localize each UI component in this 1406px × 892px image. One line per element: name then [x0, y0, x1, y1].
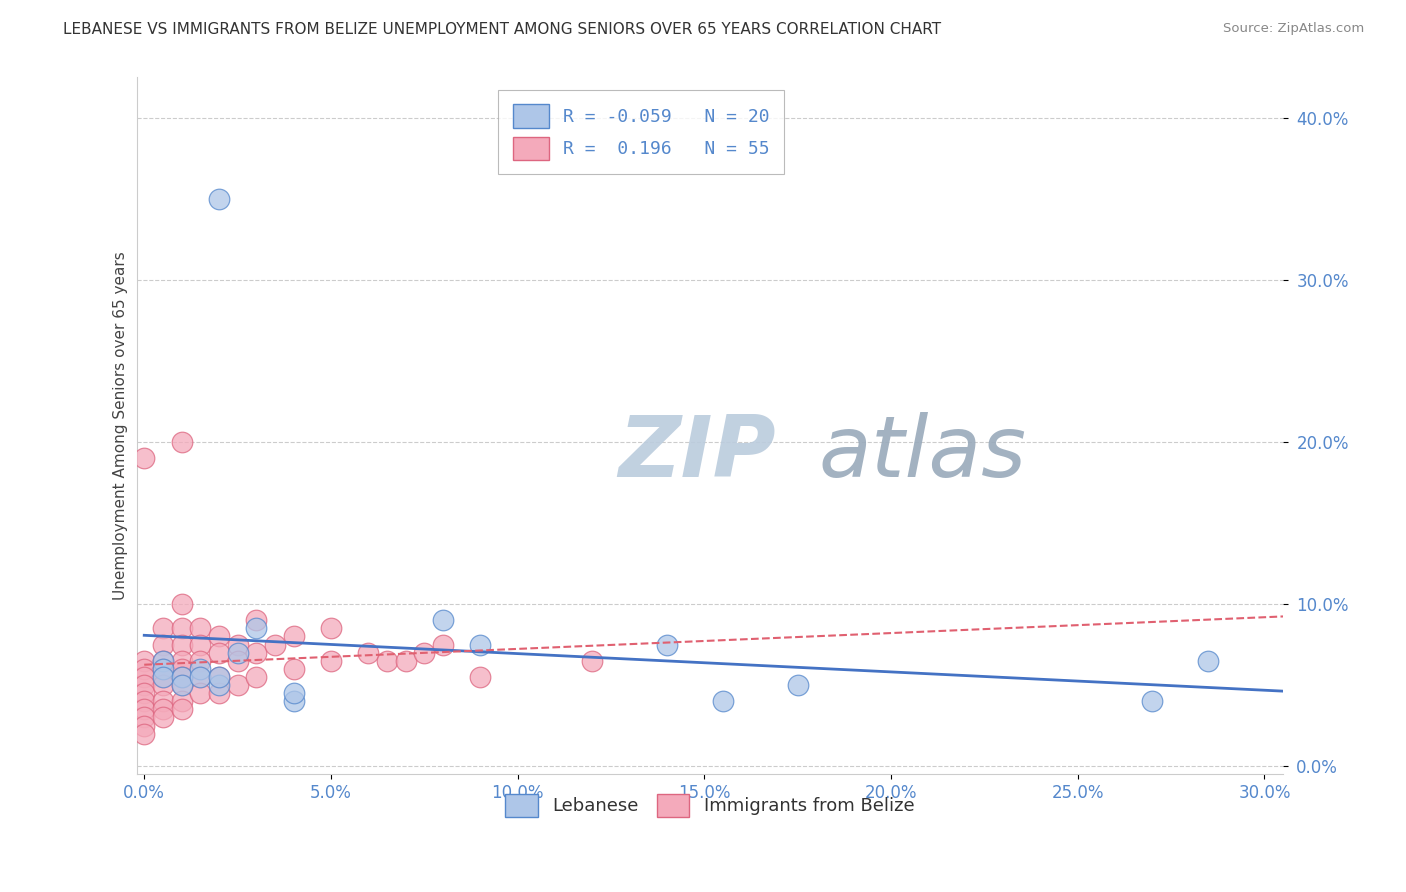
- Point: [208, 670, 231, 684]
- Point: [432, 638, 454, 652]
- Point: [245, 621, 267, 635]
- Point: [208, 646, 231, 660]
- Point: [283, 694, 305, 708]
- Point: [134, 702, 156, 716]
- Point: [470, 670, 492, 684]
- Point: [375, 654, 398, 668]
- Point: [152, 621, 174, 635]
- Point: [786, 678, 808, 692]
- Point: [170, 670, 193, 684]
- Point: [208, 678, 231, 692]
- Point: [245, 670, 267, 684]
- Point: [152, 670, 174, 684]
- Point: [1142, 694, 1164, 708]
- Point: [170, 678, 193, 692]
- Point: [152, 670, 174, 684]
- Point: [470, 638, 492, 652]
- Point: [226, 654, 249, 668]
- Point: [245, 613, 267, 627]
- Point: [208, 192, 231, 206]
- Point: [170, 638, 193, 652]
- Point: [152, 662, 174, 676]
- Point: [134, 710, 156, 724]
- Legend: Lebanese, Immigrants from Belize: Lebanese, Immigrants from Belize: [498, 787, 922, 824]
- Point: [152, 654, 174, 668]
- Point: [152, 678, 174, 692]
- Point: [134, 451, 156, 466]
- Text: Source: ZipAtlas.com: Source: ZipAtlas.com: [1223, 22, 1364, 36]
- Point: [134, 678, 156, 692]
- Point: [188, 638, 211, 652]
- Point: [152, 662, 174, 676]
- Point: [170, 694, 193, 708]
- Point: [283, 686, 305, 700]
- Point: [152, 702, 174, 716]
- Point: [264, 638, 287, 652]
- Point: [394, 654, 416, 668]
- Point: [170, 662, 193, 676]
- Text: ZIP: ZIP: [619, 412, 776, 495]
- Point: [152, 654, 174, 668]
- Point: [188, 670, 211, 684]
- Point: [152, 638, 174, 652]
- Point: [283, 629, 305, 643]
- Point: [208, 686, 231, 700]
- Point: [226, 646, 249, 660]
- Text: LEBANESE VS IMMIGRANTS FROM BELIZE UNEMPLOYMENT AMONG SENIORS OVER 65 YEARS CORR: LEBANESE VS IMMIGRANTS FROM BELIZE UNEMP…: [63, 22, 942, 37]
- Point: [170, 597, 193, 611]
- Point: [245, 646, 267, 660]
- Point: [170, 654, 193, 668]
- Point: [226, 638, 249, 652]
- Point: [170, 702, 193, 716]
- Point: [188, 621, 211, 635]
- Point: [134, 718, 156, 732]
- Point: [170, 434, 193, 449]
- Point: [134, 694, 156, 708]
- Point: [208, 670, 231, 684]
- Point: [188, 670, 211, 684]
- Point: [188, 686, 211, 700]
- Point: [283, 662, 305, 676]
- Point: [170, 621, 193, 635]
- Text: atlas: atlas: [818, 412, 1026, 495]
- Point: [319, 621, 342, 635]
- Point: [581, 654, 603, 668]
- Point: [134, 654, 156, 668]
- Point: [170, 670, 193, 684]
- Point: [188, 654, 211, 668]
- Point: [1197, 654, 1219, 668]
- Point: [134, 670, 156, 684]
- Point: [711, 694, 734, 708]
- Point: [134, 726, 156, 740]
- Point: [208, 629, 231, 643]
- Point: [170, 678, 193, 692]
- Point: [655, 638, 678, 652]
- Point: [357, 646, 380, 660]
- Point: [152, 710, 174, 724]
- Point: [134, 662, 156, 676]
- Point: [413, 646, 436, 660]
- Point: [319, 654, 342, 668]
- Point: [152, 694, 174, 708]
- Point: [432, 613, 454, 627]
- Point: [226, 678, 249, 692]
- Point: [134, 686, 156, 700]
- Y-axis label: Unemployment Among Seniors over 65 years: Unemployment Among Seniors over 65 years: [114, 252, 128, 600]
- Point: [188, 662, 211, 676]
